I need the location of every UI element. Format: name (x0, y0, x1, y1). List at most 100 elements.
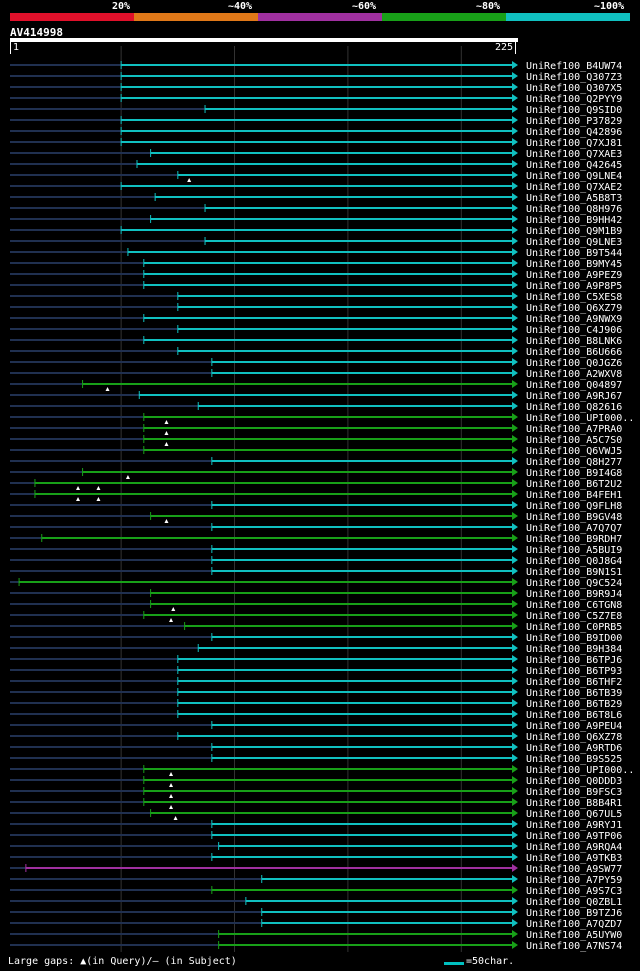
hit-label[interactable]: UniRef100_B9FSC3 (526, 787, 622, 798)
hit-label[interactable]: UniRef100_Q8H277 (526, 457, 622, 468)
hit-row[interactable]: UniRef100_Q9SID0 (10, 105, 622, 116)
hit-label[interactable]: UniRef100_A7PRA0 (526, 424, 622, 435)
hit-row[interactable]: UniRef100_B8B4R1 (10, 798, 622, 809)
hit-row[interactable]: UniRef100_Q42645 (10, 160, 622, 171)
hit-label[interactable]: UniRef100_B8B4R1 (526, 798, 622, 809)
hit-row[interactable]: UniRef100_Q0JGZ6 (10, 358, 622, 369)
hit-row[interactable]: UniRef100_A9RTD6 (10, 743, 622, 754)
hit-row[interactable]: UniRef100_A9RJ67 (10, 391, 622, 402)
hit-label[interactable]: UniRef100_B9MY45 (526, 259, 622, 270)
hit-row[interactable]: UniRef100_B9S525 (10, 754, 622, 765)
hit-label[interactable]: UniRef100_B9ID00 (526, 633, 622, 644)
hit-row[interactable]: UniRef100_Q8H277 (10, 457, 622, 468)
hit-row[interactable]: UniRef100_A9NWX9 (10, 314, 622, 325)
hit-label[interactable]: UniRef100_A9PEU4 (526, 721, 622, 732)
hit-label[interactable]: UniRef100_A9NWX9 (526, 314, 622, 325)
hit-label[interactable]: UniRef100_A7NS74 (526, 941, 622, 952)
hit-row[interactable]: UniRef100_Q42896 (10, 127, 622, 138)
hit-row[interactable]: UniRef100_Q307X5 (10, 83, 622, 94)
hit-row[interactable]: UniRef100_A7PRA0 (10, 424, 622, 435)
hit-row[interactable]: UniRef100_Q0ZBL1 (10, 897, 622, 908)
hit-label[interactable]: UniRef100_A9S7C3 (526, 886, 622, 897)
hit-label[interactable]: UniRef100_Q307X5 (526, 83, 622, 94)
hit-label[interactable]: UniRef100_A5C7S0 (526, 435, 622, 446)
hit-label[interactable]: UniRef100_Q9FLH8 (526, 501, 622, 512)
hit-label[interactable]: UniRef100_Q6VWJ5 (526, 446, 622, 457)
hit-row[interactable]: UniRef100_A5UYW0 (10, 930, 622, 941)
hit-row[interactable]: UniRef100_B9HH42 (10, 215, 622, 226)
hit-label[interactable]: UniRef100_A9PEZ9 (526, 270, 622, 281)
hit-row[interactable]: UniRef100_B6T8L6 (10, 710, 622, 721)
hit-row[interactable]: UniRef100_A7NS74 (10, 941, 622, 952)
hit-row[interactable]: UniRef100_Q9FLH8 (10, 501, 622, 512)
hit-label[interactable]: UniRef100_B4FEH1 (526, 490, 622, 501)
hit-label[interactable]: UniRef100_B6TP93 (526, 666, 622, 677)
hit-label[interactable]: UniRef100_Q9SID0 (526, 105, 622, 116)
hit-label[interactable]: UniRef100_A5B8T3 (526, 193, 622, 204)
hit-label[interactable]: UniRef100_C4J906 (526, 325, 622, 336)
hit-label[interactable]: UniRef100_B6TB29 (526, 699, 622, 710)
hit-row[interactable]: UniRef100_Q9M1B9 (10, 226, 622, 237)
hit-label[interactable]: UniRef100_UPI000.. (526, 765, 634, 776)
hit-label[interactable]: UniRef100_Q9LNE3 (526, 237, 622, 248)
hit-label[interactable]: UniRef100_A7Q7Q7 (526, 523, 622, 534)
hit-row[interactable]: UniRef100_B6U666 (10, 347, 622, 358)
hit-row[interactable]: UniRef100_B4UW74 (10, 61, 622, 72)
hit-row[interactable]: UniRef100_A9S7C3 (10, 886, 622, 897)
hit-row[interactable]: UniRef100_A9TKB3 (10, 853, 622, 864)
hit-label[interactable]: UniRef100_A9RYJ1 (526, 820, 622, 831)
hit-row[interactable]: UniRef100_A5C7S0 (10, 435, 622, 446)
hit-label[interactable]: UniRef100_B9T544 (526, 248, 622, 259)
hit-row[interactable]: UniRef100_A9RYJ1 (10, 820, 622, 831)
hit-row[interactable]: UniRef100_A7Q7Q7 (10, 523, 622, 534)
hit-label[interactable]: UniRef100_B8LNK6 (526, 336, 622, 347)
hit-label[interactable]: UniRef100_Q6XZ79 (526, 303, 622, 314)
hit-label[interactable]: UniRef100_Q8H976 (526, 204, 622, 215)
hit-label[interactable]: UniRef100_Q42896 (526, 127, 622, 138)
hit-label[interactable]: UniRef100_Q2PYY9 (526, 94, 622, 105)
hit-label[interactable]: UniRef100_B6TPJ6 (526, 655, 622, 666)
hit-label[interactable]: UniRef100_B9S525 (526, 754, 622, 765)
hit-label[interactable]: UniRef100_B9GV48 (526, 512, 622, 523)
hit-label[interactable]: UniRef100_Q7XAE3 (526, 149, 622, 160)
hit-label[interactable]: UniRef100_B9I4G8 (526, 468, 622, 479)
hit-label[interactable]: UniRef100_C5XES8 (526, 292, 622, 303)
hit-row[interactable]: UniRef100_Q6XZ79 (10, 303, 622, 314)
hit-label[interactable]: UniRef100_Q7XAE2 (526, 182, 622, 193)
hit-row[interactable]: UniRef100_A9TP06 (10, 831, 622, 842)
hit-label[interactable]: UniRef100_Q82616 (526, 402, 622, 413)
hit-label[interactable]: UniRef100_UPI000.. (526, 413, 634, 424)
hit-label[interactable]: UniRef100_A7QZD7 (526, 919, 622, 930)
hit-label[interactable]: UniRef100_C5Z7E8 (526, 611, 622, 622)
hit-row[interactable]: UniRef100_C4J906 (10, 325, 622, 336)
hit-row[interactable]: UniRef100_B9N1S1 (10, 567, 622, 578)
hit-row[interactable]: UniRef100_Q2PYY9 (10, 94, 622, 105)
hit-row[interactable]: UniRef100_B6TB39 (10, 688, 622, 699)
hit-row[interactable]: UniRef100_C5XES8 (10, 292, 622, 303)
hit-row[interactable]: UniRef100_A7QZD7 (10, 919, 622, 930)
hit-label[interactable]: UniRef100_Q9LNE4 (526, 171, 622, 182)
hit-row[interactable]: UniRef100_Q7XJ81 (10, 138, 622, 149)
hit-label[interactable]: UniRef100_B9N1S1 (526, 567, 622, 578)
hit-row[interactable]: UniRef100_B9ID00 (10, 633, 622, 644)
hit-row[interactable]: UniRef100_UPI000.. (10, 413, 634, 424)
hit-label[interactable]: UniRef100_A2WXV8 (526, 369, 622, 380)
hit-label[interactable]: UniRef100_A9TKB3 (526, 853, 622, 864)
hit-row[interactable]: UniRef100_B9MY45 (10, 259, 622, 270)
hit-label[interactable]: UniRef100_P37829 (526, 116, 622, 127)
hit-row[interactable]: UniRef100_A9PEZ9 (10, 270, 622, 281)
hit-label[interactable]: UniRef100_B9H384 (526, 644, 622, 655)
hit-row[interactable]: UniRef100_Q9LNE3 (10, 237, 622, 248)
hit-row[interactable]: UniRef100_Q7XAE2 (10, 182, 622, 193)
hit-label[interactable]: UniRef100_Q6XZ78 (526, 732, 622, 743)
hit-label[interactable]: UniRef100_B6THF2 (526, 677, 622, 688)
hit-label[interactable]: UniRef100_A7PY59 (526, 875, 622, 886)
hit-row[interactable]: UniRef100_B6THF2 (10, 677, 622, 688)
hit-label[interactable]: UniRef100_C0PRB5 (526, 622, 622, 633)
hit-row[interactable]: UniRef100_B9FSC3 (10, 787, 622, 798)
hit-row[interactable]: UniRef100_A9P8P5 (10, 281, 622, 292)
hit-row[interactable]: UniRef100_Q82616 (10, 402, 622, 413)
hit-row[interactable]: UniRef100_B6TB29 (10, 699, 622, 710)
hit-label[interactable]: UniRef100_Q42645 (526, 160, 622, 171)
hit-row[interactable]: UniRef100_A9SW77 (10, 864, 622, 875)
